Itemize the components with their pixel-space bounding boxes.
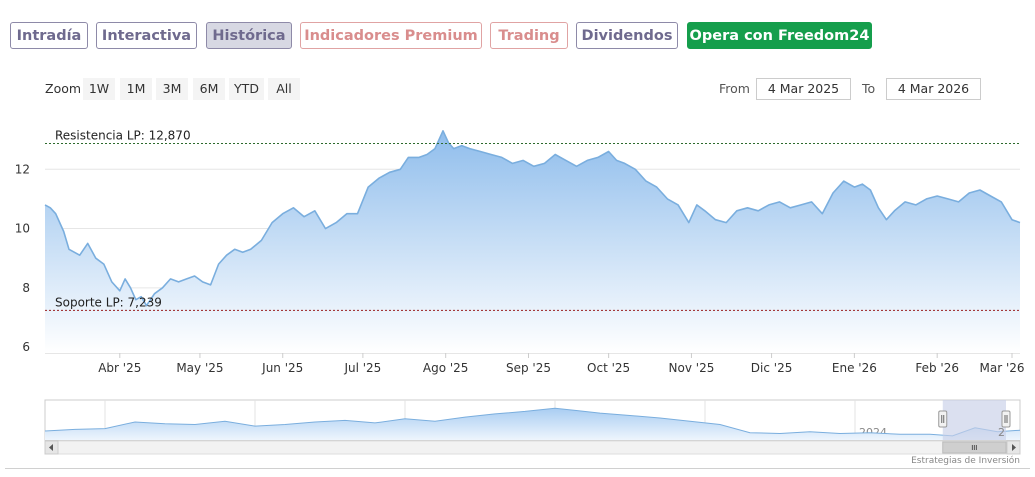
tab-dividendos[interactable]: Dividendos bbox=[576, 22, 678, 49]
level-lines: Resistencia LP: 12,870 Soporte LP: 7,239 bbox=[45, 129, 1020, 311]
price-area-fill bbox=[45, 130, 1020, 353]
zoom-3m-button[interactable]: 3M bbox=[156, 78, 188, 100]
navigator-selection[interactable] bbox=[942, 400, 1006, 440]
x-tick-label: Oct '25 bbox=[587, 361, 630, 375]
navigator-handle-right[interactable] bbox=[1001, 410, 1011, 428]
tab-indicadores-premium[interactable]: Indicadores Premium bbox=[300, 22, 482, 49]
tab-intradia[interactable]: Intradía bbox=[10, 22, 88, 49]
x-tick-label: Jul '25 bbox=[343, 361, 381, 375]
scroll-right-icon bbox=[1012, 444, 1016, 451]
credit-text: Estrategias de Inversión bbox=[911, 456, 1020, 466]
x-tick-label: Dic '25 bbox=[751, 361, 793, 375]
scroll-left-icon bbox=[49, 444, 53, 451]
range-to-label: To bbox=[862, 81, 876, 96]
x-tick-label: Sep '25 bbox=[506, 361, 551, 375]
x-tick-label: Mar '26 bbox=[979, 361, 1024, 375]
x-tick-label: Jun '25 bbox=[261, 361, 303, 375]
navigator-partial-label: 2 bbox=[998, 426, 1005, 439]
x-axis: Abr '25 May '25 Jun '25 Jul '25 Ago '25 Sep '… bbox=[98, 353, 1025, 375]
x-tick-label: Nov '25 bbox=[669, 361, 715, 375]
resistance-label: Resistencia LP: 12,870 bbox=[55, 129, 191, 143]
zoom-ytd-button[interactable]: YTD bbox=[229, 78, 264, 100]
price-area bbox=[44, 130, 1021, 353]
zoom-1w-button[interactable]: 1W bbox=[83, 78, 115, 100]
navigator-handle-left[interactable] bbox=[938, 410, 948, 428]
scrollbar-track[interactable] bbox=[44, 440, 1021, 455]
zoom-1m-button[interactable]: 1M bbox=[120, 78, 152, 100]
x-tick-label: Ago '25 bbox=[423, 361, 469, 375]
tab-opera-freedom24[interactable]: Opera con Freedom24 bbox=[687, 22, 872, 49]
x-tick-label: May '25 bbox=[176, 361, 223, 375]
range-to-input[interactable]: 4 Mar 2026 bbox=[886, 78, 981, 100]
zoom-label: Zoom bbox=[45, 81, 82, 96]
y-tick-label: 8 bbox=[22, 281, 30, 295]
zoom-all-button[interactable]: All bbox=[268, 78, 300, 100]
navigator-area bbox=[45, 408, 1020, 440]
y-tick-label: 10 bbox=[15, 222, 30, 236]
tab-trading[interactable]: Trading bbox=[490, 22, 568, 49]
zoom-6m-button[interactable]: 6M bbox=[193, 78, 225, 100]
range-from-label: From bbox=[719, 81, 750, 96]
support-label: Soporte LP: 7,239 bbox=[55, 295, 162, 309]
tab-historica[interactable]: Histórica bbox=[206, 22, 292, 49]
footer-divider bbox=[5, 468, 1030, 469]
navigator[interactable]: 2014201620182020202220242 bbox=[44, 399, 1021, 455]
x-tick-label: Feb '26 bbox=[915, 361, 959, 375]
y-tick-label: 12 bbox=[15, 162, 30, 176]
tab-interactiva[interactable]: Interactiva bbox=[96, 22, 197, 49]
range-from-input[interactable]: 4 Mar 2025 bbox=[756, 78, 851, 100]
x-tick-label: Ene '26 bbox=[832, 361, 877, 375]
y-axis: 6 8 10 12 bbox=[15, 162, 30, 354]
navigator-line bbox=[44, 407, 1021, 437]
price-line bbox=[44, 130, 1021, 307]
y-tick-label: 6 bbox=[22, 340, 30, 354]
x-tick-label: Abr '25 bbox=[98, 361, 141, 375]
